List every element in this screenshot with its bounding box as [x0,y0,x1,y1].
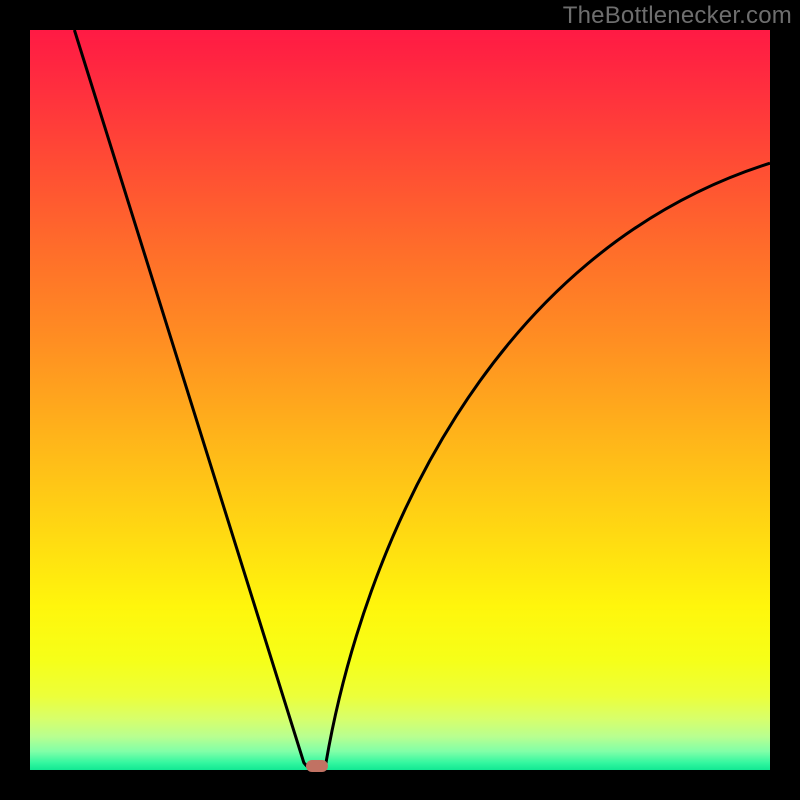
chart-frame: TheBottlenecker.com [0,0,800,800]
plot-area [30,30,770,770]
watermark-text: TheBottlenecker.com [563,2,792,30]
optimal-point-marker [306,760,328,772]
bottleneck-curve [30,30,770,770]
